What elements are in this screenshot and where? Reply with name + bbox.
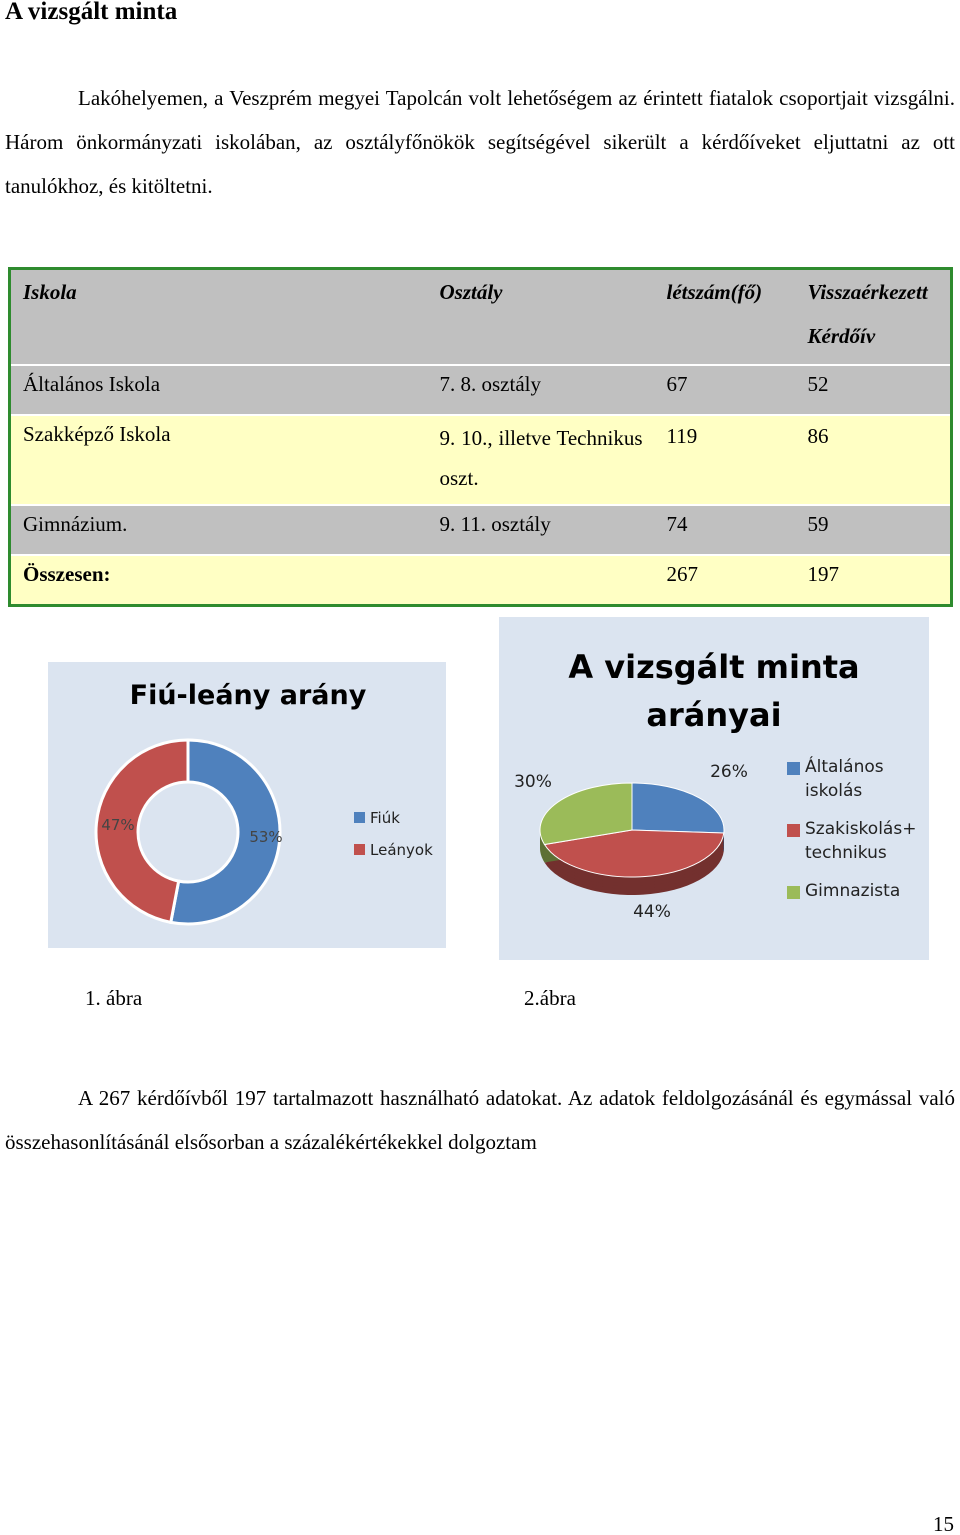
- table-header: Iskola Osztály létszám(fő) Visszaérkezet…: [9, 267, 952, 365]
- data-label: 47%: [101, 816, 134, 834]
- legend-label: Leányok: [370, 841, 433, 859]
- legend-swatch: [354, 812, 365, 823]
- table: Iskola Osztály létszám(fő) Visszaérkezet…: [8, 267, 953, 607]
- chart-title: Fiú-leány arány: [129, 680, 367, 711]
- cell: Gimnázium.: [9, 504, 428, 555]
- table-row: Szakképző Iskola 9. 10., illetve Technik…: [9, 414, 952, 505]
- cell: 9. 10., illetve Technikus oszt.: [427, 414, 655, 505]
- caption: 2.ábra: [524, 986, 576, 1010]
- cell: 119: [654, 414, 796, 505]
- chart: 53% Fiúk 47% Leányok: [94, 738, 433, 926]
- data-label: 26%: [710, 762, 748, 782]
- chart-area: 26% 44% 30% A vizsgált minta arányai Által…: [499, 617, 929, 960]
- donut-segment: [169, 738, 282, 926]
- cell: 267: [654, 554, 796, 605]
- chart: 26% 44% 30%: [514, 762, 800, 922]
- pie-slice: [631, 782, 725, 834]
- legend-label: Gimnazista: [805, 881, 901, 901]
- header-cell: Visszaérkezett Kérdőív: [795, 267, 952, 365]
- data-label: 44%: [633, 902, 671, 922]
- cell: Általános Iskola: [9, 364, 428, 415]
- cell: 74: [654, 504, 796, 555]
- legend-swatch: [787, 762, 800, 775]
- table-row: Általános Iskola 7. 8. osztály 67 52: [9, 364, 952, 415]
- pie-slice: [539, 782, 633, 846]
- cell: 52: [795, 364, 952, 415]
- cell: 197: [795, 554, 952, 605]
- legend-swatch: [787, 824, 800, 837]
- cell: 7. 8. osztály: [427, 364, 655, 415]
- cell: 9. 11. osztály: [427, 504, 655, 555]
- paragraph: A 267 kérdőívből 197 tartalmazott haszná…: [5, 1086, 955, 1154]
- legend-swatch: [787, 886, 800, 899]
- pie-slice: [543, 829, 725, 878]
- table-row: Összesen: 267 197: [9, 554, 952, 605]
- donut-segment: [94, 738, 190, 925]
- chart-area: 53% Fiúk 47% Leányok Fiú-leány arány: [48, 662, 446, 948]
- table-row: Gimnázium. 9. 11. osztály 74 59: [9, 504, 952, 555]
- cell: Összesen:: [9, 554, 655, 605]
- data-label: 30%: [514, 772, 552, 792]
- paragraph: Lakóhelyemen, a Veszprém megyei Tapolcán…: [5, 86, 955, 198]
- heading: A vizsgált minta: [5, 0, 178, 25]
- legend-label: Szakiskolás+ technikus: [805, 819, 917, 863]
- legend-label: Fiúk: [370, 809, 400, 827]
- data-label: 53%: [249, 828, 282, 846]
- page-number: 15: [933, 1512, 954, 1535]
- chart-title: A vizsgált minta arányai: [568, 648, 860, 734]
- legend-label: Általános iskolás: [805, 757, 884, 801]
- caption: 1. ábra: [85, 986, 143, 1010]
- header-cell: Osztály: [427, 267, 655, 365]
- header-cell: Iskola: [9, 267, 428, 365]
- header-cell: létszám(fő): [654, 267, 796, 365]
- cell: Szakképző Iskola: [9, 414, 428, 505]
- cell: 67: [654, 364, 796, 415]
- cell: 59: [795, 504, 952, 555]
- legend-swatch: [354, 844, 365, 855]
- cell: 86: [795, 414, 952, 505]
